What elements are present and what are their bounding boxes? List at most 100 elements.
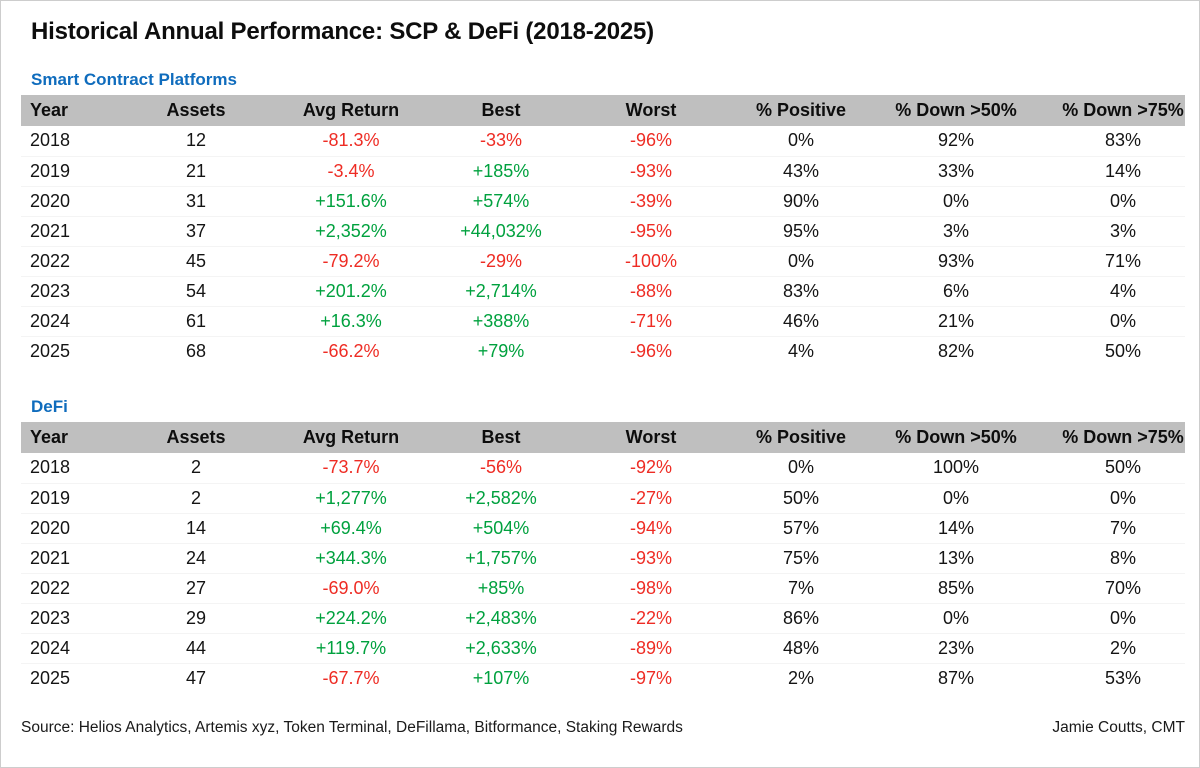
table-cell: 85% (851, 573, 1061, 604)
table-cell: 0% (851, 186, 1061, 217)
table-cell: 24 (141, 543, 251, 574)
table-cell: -69.0% (251, 573, 451, 604)
col-header-worst: Worst (551, 422, 751, 453)
col-header-pct-positive: % Positive (751, 95, 851, 126)
table-cell: 4% (787, 340, 814, 361)
table-cell: 2019 (21, 483, 141, 514)
table-cell: +2,582% (451, 483, 551, 514)
col-header-worst: Worst (551, 95, 751, 126)
table-cell: 2023 (21, 603, 141, 634)
table-cell: 50% (1061, 453, 1185, 484)
table-cell: +1,757% (451, 543, 551, 574)
table-cell: 3% (1061, 216, 1185, 247)
table-cell: 2 (141, 483, 251, 514)
table-cell: +2,633% (451, 633, 551, 664)
table-cell: 87% (937, 667, 975, 688)
table-row: 2018 12 -81.3% -33% -96% 0% 92% 83% (21, 126, 1185, 157)
table-cell: 6% (851, 276, 1061, 307)
table-cell: -3.4% (251, 156, 451, 187)
table-cell: +44,032% (451, 216, 551, 247)
table-cell: 14 (141, 513, 251, 544)
table-cell: 27 (141, 573, 251, 604)
table-cell: -95% (551, 216, 751, 247)
table-cell: 92% (851, 126, 1061, 157)
table-cell: 21% (851, 306, 1061, 337)
table-row: 2024 61 +16.3% +388% -71% 46% 21% 0% (21, 306, 1185, 337)
table-cell: +344.3% (251, 543, 451, 574)
table-cell: 0% (1061, 306, 1185, 337)
table-cell: -79.2% (251, 246, 451, 277)
table-cell: 0% (1061, 186, 1185, 217)
table-row: 2021 24 +344.3% +1,757% -93% 75% 13% 8% (21, 543, 1185, 574)
defi-table-body: 2018 2 -73.7% -56% -92% 0% 100% 50% 2019 2 +1,277%… (21, 453, 1185, 693)
table-cell: +574% (451, 186, 551, 217)
table-cell: 2023 (21, 276, 141, 307)
table-cell: -39% (551, 186, 751, 217)
table-cell: +16.3% (251, 306, 451, 337)
table-cell: 71% (1061, 246, 1185, 277)
col-header-pct-down-75: % Down >75% (1061, 95, 1185, 126)
table-cell: 0% (1061, 603, 1185, 634)
table-cell: +185% (451, 156, 551, 187)
section-defi: DeFi Year Assets Avg Return Best Worst %… (21, 397, 1185, 693)
col-header-pct-down-75: % Down >75% (1061, 422, 1185, 453)
table-cell: -81.3% (251, 126, 451, 157)
table-cell: 3% (851, 216, 1061, 247)
table-cell: +85% (451, 573, 551, 604)
table-cell: 0% (851, 603, 1061, 634)
table-cell: -93% (551, 156, 751, 187)
table-row: 2023 29 +224.2% +2,483% -22% 86% 0% 0% (21, 603, 1185, 634)
table-cell: 2018 (21, 453, 141, 484)
table-row: 2020 14 +69.4% +504% -94% 57% 14% 7% (21, 513, 1185, 544)
table-row: 2019 2 +1,277% +2,582% -27% 50% 0% 0% (21, 483, 1185, 514)
table-cell: 4% (1061, 276, 1185, 307)
table-cell: -33% (451, 126, 551, 157)
table-cell: -96% (551, 126, 751, 157)
table-cell: +69.4% (251, 513, 451, 544)
table-cell: 2022 (21, 573, 141, 604)
table-cell: 23% (851, 633, 1061, 664)
table-cell: +388% (451, 306, 551, 337)
table-cell: 61 (141, 306, 251, 337)
table-cell: 47 (185, 667, 207, 688)
scp-table-body: 2018 12 -81.3% -33% -96% 0% 92% 83% 2019 21 -3.4% +… (21, 126, 1185, 366)
table-cell: 95% (751, 216, 851, 247)
table-cell: 90% (751, 186, 851, 217)
table-cell: -92% (551, 453, 751, 484)
table-cell: 0% (751, 453, 851, 484)
table-cell: +1,277% (251, 483, 451, 514)
scp-table: Year Assets Avg Return Best Worst % Posi… (21, 95, 1185, 366)
source-credit: Source: Helios Analytics, Artemis xyz, T… (21, 719, 683, 736)
scp-table-header: Year Assets Avg Return Best Worst % Posi… (21, 95, 1185, 126)
table-cell: +119.7% (251, 633, 451, 664)
table-row: 2025 47 -67.7% +107% -97% 2% 87% 53% (21, 663, 1185, 693)
table-row: 2022 27 -69.0% +85% -98% 7% 85% 70% (21, 573, 1185, 604)
table-cell: 2021 (21, 543, 141, 574)
col-header-best: Best (451, 422, 551, 453)
table-cell: 2024 (21, 306, 141, 337)
page-title: Historical Annual Performance: SCP & DeF… (31, 18, 654, 45)
table-cell: 37 (141, 216, 251, 247)
table-cell: 2019 (21, 156, 141, 187)
table-cell: -89% (551, 633, 751, 664)
table-row: 2018 2 -73.7% -56% -92% 0% 100% 50% (21, 453, 1185, 484)
table-cell: +2,352% (251, 216, 451, 247)
col-header-assets: Assets (141, 95, 251, 126)
col-header-assets: Assets (141, 422, 251, 453)
table-cell: 2020 (21, 513, 141, 544)
table-cell: +201.2% (251, 276, 451, 307)
table-cell: 46% (751, 306, 851, 337)
col-header-year: Year (21, 95, 141, 126)
col-header-pct-positive: % Positive (751, 422, 851, 453)
report-page: Historical Annual Performance: SCP & DeF… (1, 1, 1199, 737)
table-cell: 82% (937, 340, 975, 361)
table-cell: -73.7% (251, 453, 451, 484)
table-cell: -93% (551, 543, 751, 574)
table-cell: -88% (551, 276, 751, 307)
table-cell: 83% (1061, 126, 1185, 157)
table-cell: 12 (141, 126, 251, 157)
table-cell: -67.7% (322, 667, 380, 688)
table-cell: 83% (751, 276, 851, 307)
table-cell: 0% (1061, 483, 1185, 514)
table-row: 2021 37 +2,352% +44,032% -95% 95% 3% 3% (21, 216, 1185, 247)
